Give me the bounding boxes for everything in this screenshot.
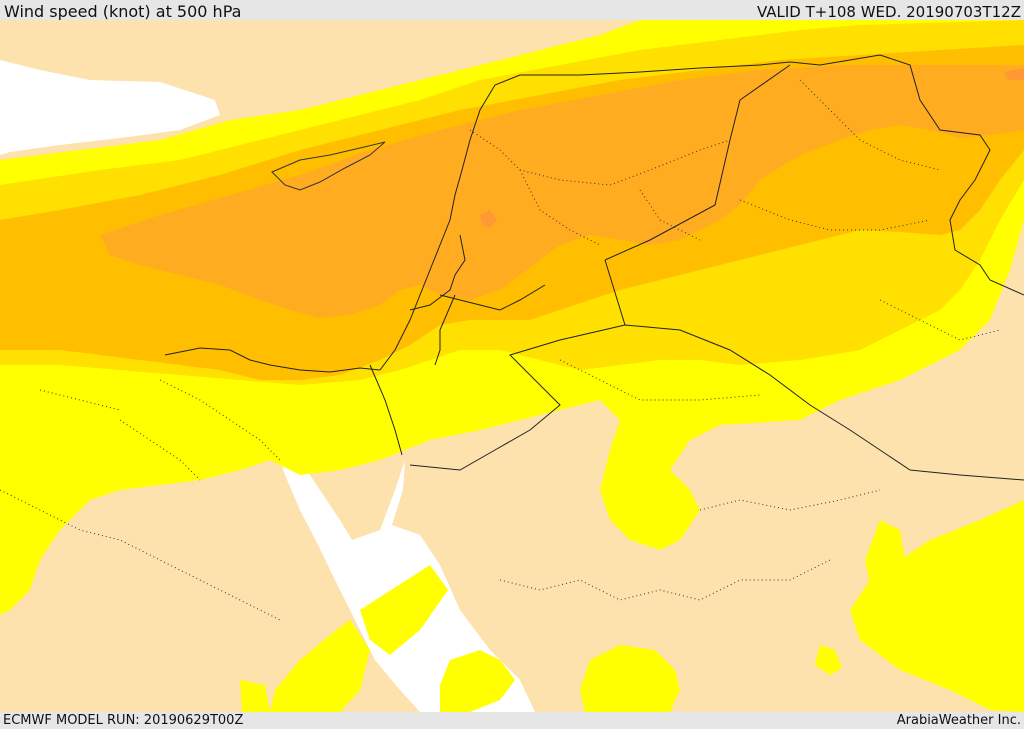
country-borders (164, 54, 1024, 481)
yellow-blob-south-2 (815, 645, 842, 675)
yellow-blob-south-5 (240, 680, 270, 712)
cyprus-outline (271, 141, 386, 191)
wind-speed-map[interactable] (0, 20, 1024, 712)
valid-time-label: VALID T+108 WED. 20190703T12Z (756, 3, 1021, 21)
footer-bar: ECMWF MODEL RUN: 20190629T00Z ArabiaWeat… (0, 712, 1024, 729)
sea-area-top-left (0, 60, 220, 155)
map-title: Wind speed (knot) at 500 hPa (4, 2, 242, 21)
map-canvas (0, 20, 1024, 712)
yellow-blob-south-4 (440, 650, 515, 712)
lake-north-2 (115, 35, 140, 52)
yellow-blob-south-1 (580, 645, 680, 712)
yellow-blob-east (865, 520, 905, 585)
yellow-blob-south-3 (270, 620, 370, 712)
header-bar: Wind speed (knot) at 500 hPa VALID T+108… (0, 0, 1024, 21)
peak-wind-spot-ne (1004, 68, 1024, 80)
dark-orange-wind-core (100, 65, 1024, 318)
red-sea-area (275, 445, 535, 712)
yellow-blob-red-sea (360, 565, 448, 655)
model-run-label: ECMWF MODEL RUN: 20190629T00Z (3, 713, 244, 728)
credit-label: ArabiaWeather Inc. (896, 713, 1021, 728)
provincial-boundaries (0, 79, 1001, 621)
lake-north (235, 70, 285, 92)
yellow-blob-southeast (850, 500, 1024, 712)
northern-land-tan-2 (345, 20, 640, 82)
peak-wind-spot (480, 210, 497, 228)
